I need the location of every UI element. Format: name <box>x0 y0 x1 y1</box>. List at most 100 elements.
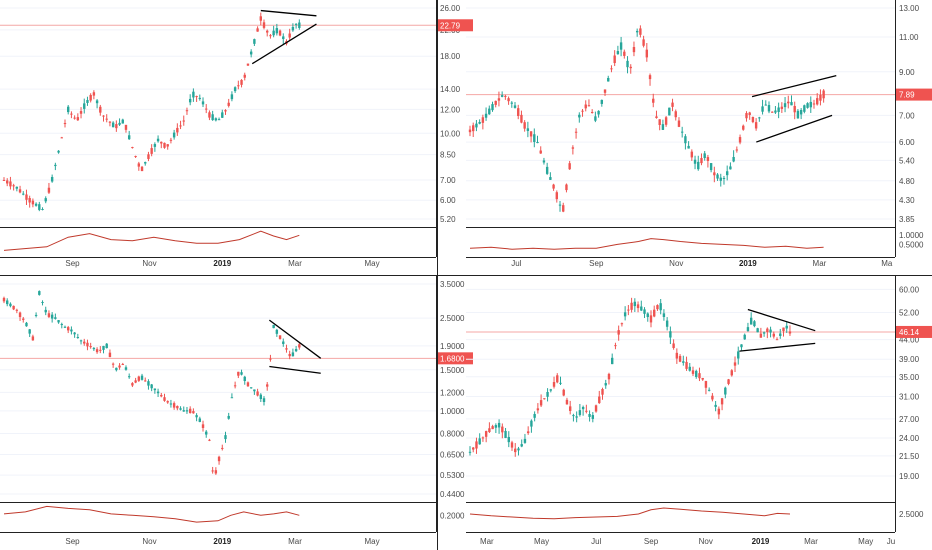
y-tick-label: 26.00 <box>440 4 461 13</box>
candle-body <box>9 303 12 307</box>
candle-body <box>131 383 134 386</box>
candle-body <box>707 389 711 391</box>
y-tick-label: 18.00 <box>440 52 461 61</box>
candle-body <box>185 410 189 412</box>
candle-body <box>227 102 230 106</box>
candle-body <box>668 107 671 116</box>
indicator-tick-label: 0.2000 <box>440 511 465 520</box>
y-tick-label: 7.00 <box>899 111 915 120</box>
chart-panel-bottom-left[interactable]: 3.5000 2.5000 1.9000 1.5000 1.2000 1.0000 0.80… <box>0 276 473 546</box>
candle-body <box>632 47 636 53</box>
candle-body <box>494 425 498 428</box>
triangle-trend-line[interactable] <box>260 9 317 17</box>
volatility-indicator-line <box>469 507 791 520</box>
triangle-trend-line[interactable] <box>268 319 322 359</box>
candle-body <box>779 333 782 336</box>
candle-body <box>639 28 642 35</box>
candle-body <box>121 119 124 124</box>
candle-body <box>722 178 726 180</box>
candle-body <box>15 309 19 311</box>
y-tick-label: 1.9000 <box>440 342 465 351</box>
candle-body <box>629 66 632 69</box>
candle-body <box>472 125 475 132</box>
candle-body <box>780 106 784 109</box>
triangle-trend-line[interactable] <box>756 114 833 143</box>
candle-body <box>176 127 179 133</box>
candle-body <box>50 314 54 319</box>
candle-body <box>92 348 96 350</box>
candle-body <box>50 176 54 182</box>
candle-body <box>500 95 504 97</box>
triangle-trend-line[interactable] <box>251 23 317 65</box>
x-tick-label: Ma <box>881 259 893 268</box>
candle-body <box>288 353 291 357</box>
y-tick-label: 0.5300 <box>440 471 465 480</box>
candle-body <box>575 416 578 418</box>
candle-body <box>124 367 128 370</box>
candle-body <box>539 150 542 154</box>
candle-body <box>182 410 185 412</box>
candle-body <box>497 98 501 101</box>
candle-body <box>783 103 787 108</box>
candle-body <box>240 79 243 85</box>
triangle-trend-line[interactable] <box>269 365 321 374</box>
candle-body <box>111 122 115 128</box>
candle-body <box>549 389 552 391</box>
candle-body <box>111 363 115 365</box>
y-tick-label: 4.80 <box>899 177 915 186</box>
candle-body <box>249 51 253 55</box>
candle-body <box>671 102 674 107</box>
y-tick-label: 27.00 <box>899 415 920 424</box>
chart-panel-top-left[interactable]: 26.0022.0018.0014.0012.0010.008.507.006.… <box>0 0 473 268</box>
candle-body <box>627 309 630 311</box>
candle-body <box>729 166 732 170</box>
candle-body <box>565 399 569 405</box>
candle-body <box>150 384 153 389</box>
x-tick-label: May <box>858 537 873 546</box>
candle-body <box>766 328 769 332</box>
candle-body <box>636 304 640 309</box>
candle-body <box>47 187 51 193</box>
candle-body <box>743 334 746 340</box>
candle-body <box>565 184 568 191</box>
y-tick-label: 6.00 <box>899 138 915 147</box>
x-tick-label: Sep <box>644 537 659 546</box>
triangle-trend-line[interactable] <box>747 308 816 332</box>
candle-body <box>256 28 259 32</box>
chart-panel-top-right[interactable]: 13.00 11.00 9.00 7.00 6.00 5.40 4.80 4.30 3.85 7.… <box>466 0 932 268</box>
candle-body <box>172 403 176 408</box>
candle-body <box>491 426 494 430</box>
candle-body <box>67 106 70 113</box>
candle-body <box>63 326 67 328</box>
candle-body <box>758 117 761 119</box>
candle-body <box>614 345 617 347</box>
x-tick-label: Ju <box>887 537 895 546</box>
candle-body <box>134 155 137 157</box>
candle-body <box>597 110 600 115</box>
candle-body <box>285 348 288 350</box>
candle-body <box>533 134 536 142</box>
candle-body <box>517 448 520 451</box>
candle-body <box>95 349 99 353</box>
candle-body <box>588 413 591 417</box>
candle-body <box>102 345 105 350</box>
candle-body <box>775 339 779 341</box>
candle-body <box>12 305 15 310</box>
candle-body <box>658 119 661 125</box>
candle-body <box>742 125 745 130</box>
candle-body <box>182 120 185 122</box>
candle-body <box>6 180 9 184</box>
candle-body <box>166 144 169 147</box>
candle-body <box>140 166 144 172</box>
candle-body <box>652 98 655 103</box>
candle-body <box>294 23 298 25</box>
y-tick-label: 11.00 <box>899 33 919 42</box>
candle-body <box>294 348 298 352</box>
triangle-trend-line[interactable] <box>739 342 816 352</box>
candle-body <box>748 112 751 115</box>
candle-body <box>38 204 41 210</box>
candle-body <box>759 333 763 338</box>
chart-panel-bottom-right[interactable]: 60.00 52.00 44.00 39.00 35.00 31.00 27.00 24.00… <box>466 276 932 546</box>
triangle-trend-line[interactable] <box>751 75 837 98</box>
candle-body <box>224 110 227 112</box>
